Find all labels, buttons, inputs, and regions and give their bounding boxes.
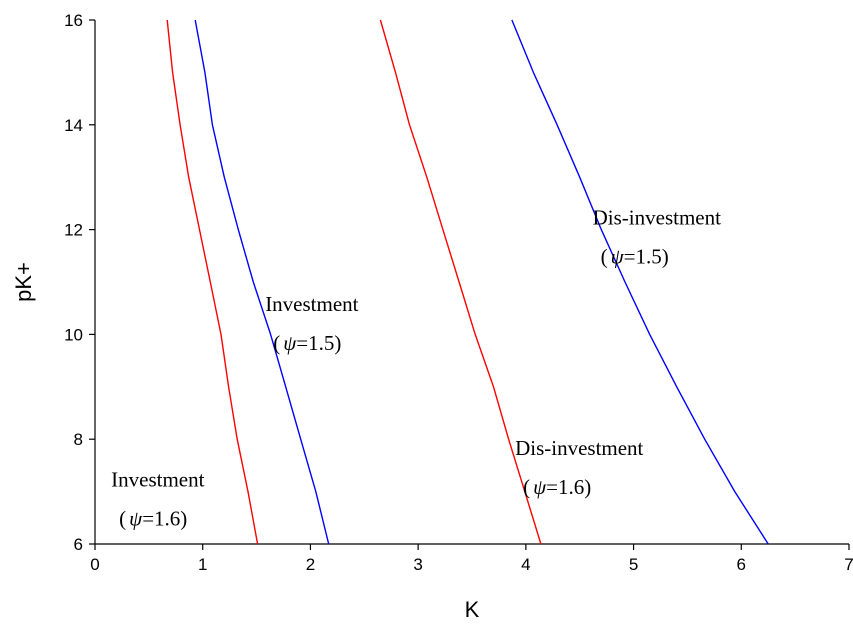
x-tick-label: 2	[306, 555, 315, 574]
annotation-parameter: (ψ=1.5)	[601, 245, 669, 269]
annotation-open-paren: (	[601, 245, 608, 269]
series-line-1	[166, 19, 259, 545]
annotation-title: Dis-investment	[593, 205, 721, 229]
annotation-parameter: (ψ=1.6)	[523, 475, 591, 499]
psi-symbol: ψ	[283, 331, 297, 355]
y-tick-label: 12	[64, 221, 83, 240]
curve-annotation-1: Investment (ψ=1.6)	[111, 467, 204, 530]
curve-annotation-3: Dis-investment (ψ=1.6)	[515, 436, 643, 499]
curve-annotation-2: Investment (ψ=1.5)	[265, 292, 358, 355]
annotation-value: =1.6)	[546, 475, 591, 499]
y-tick-label: 8	[74, 430, 83, 449]
x-axis-ticks: 0 1 2 3 4 5 6 7	[90, 544, 853, 574]
x-axis-title: K	[465, 597, 480, 622]
series-layer	[166, 19, 769, 545]
series-line-2	[194, 19, 330, 545]
y-axis-title: pK+	[11, 262, 36, 302]
x-tick-label: 3	[413, 555, 422, 574]
y-tick-label: 14	[64, 116, 83, 135]
x-tick-label: 6	[737, 555, 746, 574]
x-tick-label: 0	[90, 555, 99, 574]
annotation-open-paren: (	[273, 331, 280, 355]
annotation-title: Dis-investment	[515, 436, 643, 460]
y-tick-label: 10	[64, 325, 83, 344]
annotation-open-paren: (	[523, 475, 530, 499]
annotation-open-paren: (	[119, 507, 126, 531]
annotation-parameter: (ψ=1.6)	[119, 507, 187, 531]
annotation-title: Investment	[265, 292, 358, 316]
plot-frame	[94, 20, 849, 545]
series-line-3	[379, 19, 542, 545]
curve-annotation-4: Dis-investment (ψ=1.5)	[593, 205, 721, 268]
annotation-layer: Investment(ψ=1.6)Investment(ψ=1.5)Dis-in…	[111, 205, 721, 530]
x-tick-label: 1	[198, 555, 207, 574]
x-tick-label: 5	[629, 555, 638, 574]
series-line-4	[511, 19, 769, 545]
annotation-value: =1.6)	[142, 507, 187, 531]
psi-symbol: ψ	[129, 507, 143, 531]
y-tick-label: 16	[64, 11, 83, 30]
psi-symbol: ψ	[533, 475, 547, 499]
x-tick-label: 4	[521, 555, 530, 574]
annotation-value: =1.5)	[296, 331, 341, 355]
y-tick-label: 6	[74, 535, 83, 554]
y-axis-ticks: 6 8 10 12 14 16	[64, 11, 95, 554]
annotation-value: =1.5)	[624, 245, 669, 269]
x-tick-label: 7	[844, 555, 853, 574]
annotation-parameter: (ψ=1.5)	[273, 331, 341, 355]
annotation-title: Investment	[111, 467, 204, 491]
psi-symbol: ψ	[611, 245, 625, 269]
